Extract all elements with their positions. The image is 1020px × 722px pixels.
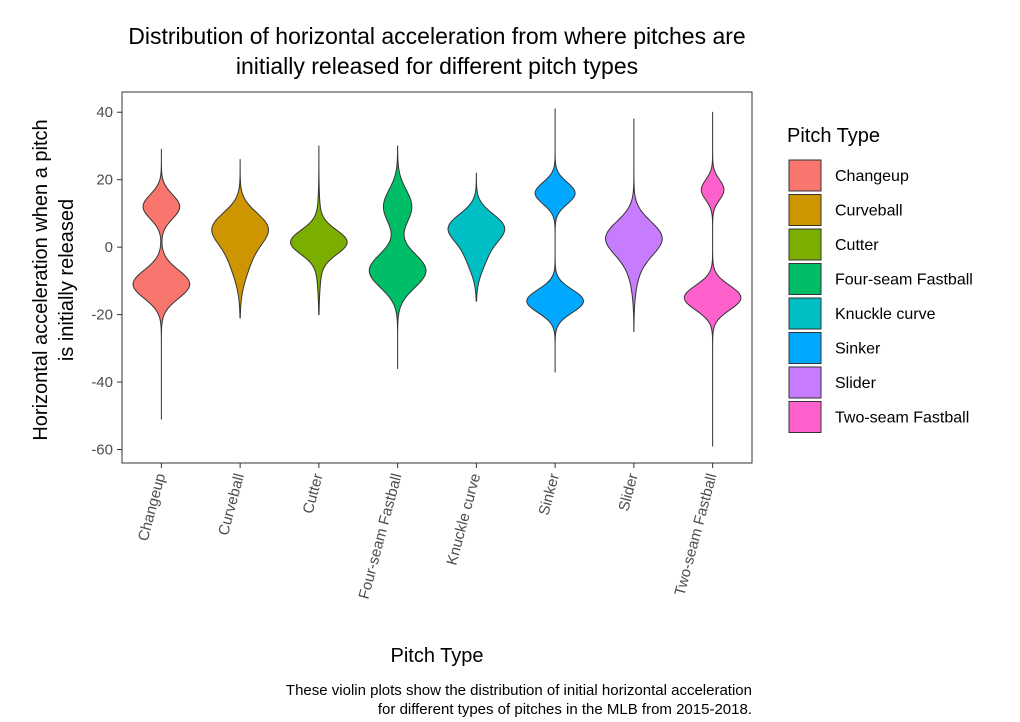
- violin-two-seam-fastball: [683, 111, 742, 447]
- legend-swatch: [788, 228, 822, 261]
- x-tick-label: Cutter: [300, 472, 327, 516]
- legend-label: Four-seam Fastball: [835, 272, 973, 289]
- caption-line1: These violin plots show the distribution…: [286, 682, 752, 699]
- legend-swatch: [788, 194, 822, 226]
- caption-line2: for different types of pitches in the ML…: [378, 701, 752, 718]
- legend-swatch: [788, 159, 822, 192]
- y-axis-ticks: 40 20 0 -20 -40 -60: [91, 104, 122, 459]
- legend-item: Slider: [788, 366, 877, 399]
- x-tick-label: Slider: [615, 472, 641, 513]
- legend-label: Curveball: [835, 203, 903, 220]
- chart-title-line1: Distribution of horizontal acceleration …: [128, 23, 745, 49]
- legend-item: Sinker: [788, 332, 881, 364]
- x-tick-label: Sinker: [536, 472, 563, 517]
- x-axis-ticks: Changeup Curveball Cutter Four-seam Fastbal…: [135, 463, 720, 601]
- legend-label: Slider: [835, 375, 877, 392]
- legend-title: Pitch Type: [787, 125, 880, 147]
- violin-sinker: [526, 108, 584, 373]
- plot-panel: [121, 91, 753, 464]
- violin-changeup: [132, 148, 191, 420]
- y-tick-label: 20: [96, 172, 113, 189]
- legend-label: Changeup: [835, 168, 909, 185]
- legend-item: Cutter: [788, 228, 879, 261]
- plot-area: [121, 91, 753, 464]
- legend-swatch: [788, 366, 822, 399]
- x-tick-label: Knuckle curve: [443, 472, 484, 567]
- violin-knuckle-curve: [447, 172, 506, 302]
- x-axis-title: Pitch Type: [390, 645, 483, 667]
- legend-item: Four-seam Fastball: [788, 263, 973, 295]
- legend-item: Changeup: [788, 159, 909, 192]
- y-tick-label: -20: [91, 307, 113, 324]
- violin-four-seam-fastball: [368, 145, 427, 370]
- legend-label: Sinker: [835, 341, 881, 358]
- y-tick-label: -40: [91, 374, 113, 391]
- legend-item: Two-seam Fastball: [788, 401, 969, 433]
- legend-swatch: [788, 263, 822, 295]
- y-axis-title: Horizontal acceleration when a pitch is …: [30, 119, 78, 440]
- x-tick-label: Curveball: [215, 472, 248, 538]
- x-tick-label: Four-seam Fastball: [356, 472, 406, 601]
- legend-label: Cutter: [835, 237, 879, 254]
- y-axis-title-line2: is initially released: [56, 199, 78, 361]
- legend-label: Two-seam Fastball: [835, 410, 969, 427]
- violin-curveball: [211, 158, 269, 319]
- x-tick-label: Two-seam Fastball: [671, 472, 720, 598]
- chart-title-line2: initially released for different pitch t…: [236, 53, 638, 79]
- y-tick-label: 40: [96, 104, 113, 121]
- legend-label: Knuckle curve: [835, 306, 936, 323]
- legend-item: Curveball: [788, 194, 903, 226]
- legend-swatch: [788, 297, 822, 330]
- y-axis-title-line1: Horizontal acceleration when a pitch: [30, 119, 52, 440]
- legend-item: Knuckle curve: [788, 297, 936, 330]
- x-tick-label: Changeup: [135, 472, 169, 543]
- legend: Pitch Type Changeup Curveball Cutter Four-s…: [787, 125, 973, 433]
- violin-cutter: [290, 145, 348, 316]
- legend-swatch: [788, 332, 822, 364]
- legend-swatch: [788, 401, 822, 433]
- violin-slider: [605, 118, 663, 332]
- y-tick-label: 0: [105, 239, 113, 256]
- y-tick-label: -60: [91, 442, 113, 459]
